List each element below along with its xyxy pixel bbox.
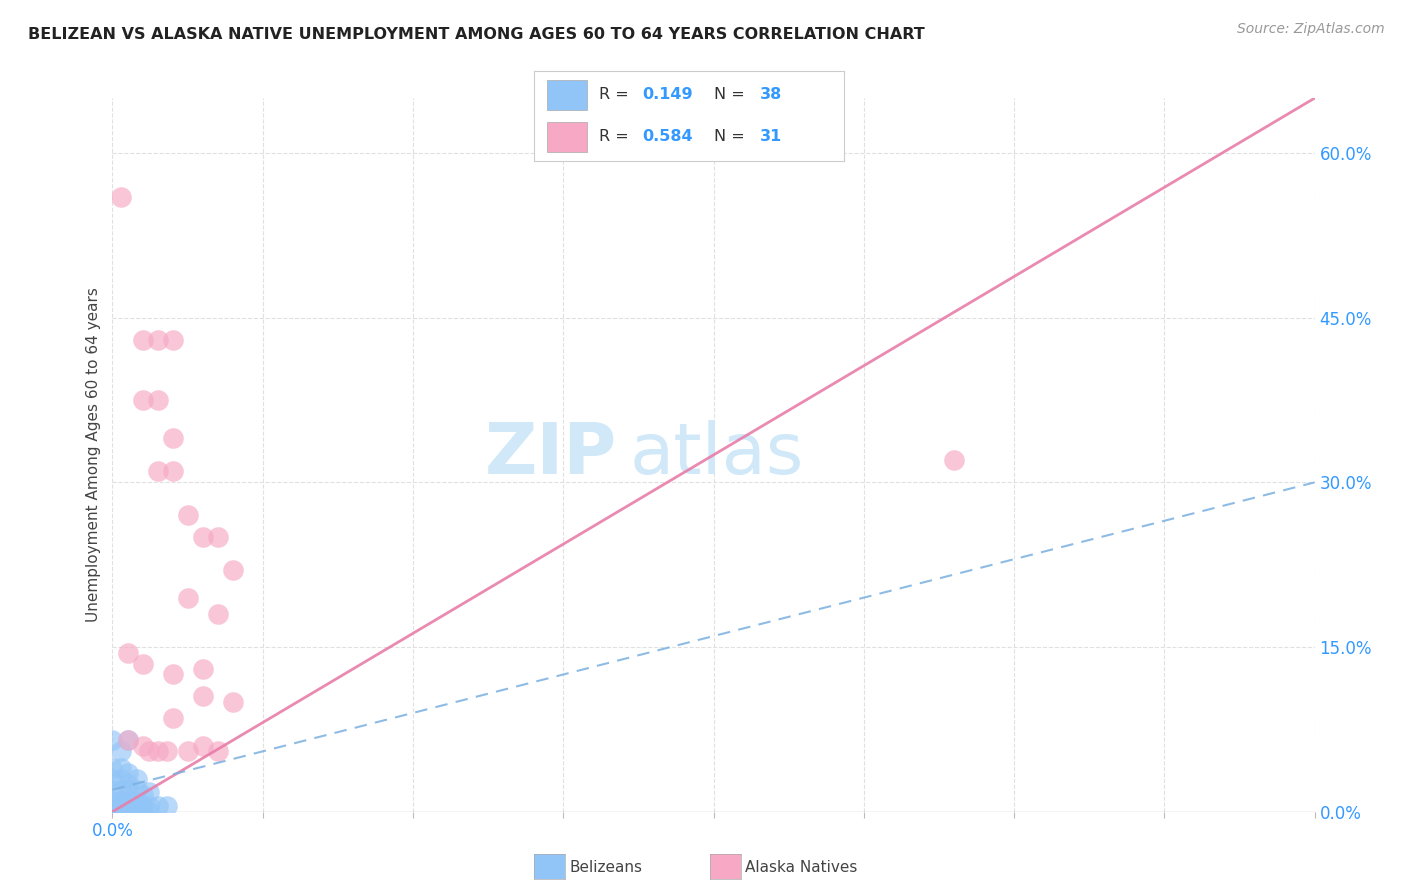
Point bbox=[207, 530, 229, 544]
Point bbox=[110, 772, 132, 786]
Point bbox=[191, 739, 214, 753]
Point bbox=[162, 667, 184, 681]
Text: N =: N = bbox=[714, 87, 749, 102]
Point bbox=[101, 805, 124, 819]
Point bbox=[131, 739, 153, 753]
Point bbox=[122, 799, 145, 814]
Point bbox=[117, 782, 139, 797]
Point bbox=[942, 453, 965, 467]
Point bbox=[117, 805, 139, 819]
Text: N =: N = bbox=[714, 129, 749, 144]
Text: 38: 38 bbox=[761, 87, 782, 102]
Point bbox=[176, 508, 198, 523]
Point bbox=[125, 805, 148, 819]
Text: R =: R = bbox=[599, 129, 634, 144]
Text: R =: R = bbox=[599, 87, 634, 102]
Point bbox=[122, 799, 145, 814]
Bar bbox=[547, 122, 586, 152]
Point bbox=[117, 777, 139, 791]
Point bbox=[146, 744, 169, 758]
Point bbox=[146, 464, 169, 478]
Point bbox=[117, 766, 139, 780]
Point bbox=[191, 662, 214, 676]
Point bbox=[191, 530, 214, 544]
Bar bbox=[547, 80, 586, 110]
Text: BELIZEAN VS ALASKA NATIVE UNEMPLOYMENT AMONG AGES 60 TO 64 YEARS CORRELATION CHA: BELIZEAN VS ALASKA NATIVE UNEMPLOYMENT A… bbox=[28, 27, 925, 42]
Point bbox=[110, 794, 132, 808]
Point bbox=[222, 563, 245, 577]
Point bbox=[110, 805, 132, 819]
Point bbox=[110, 782, 132, 797]
Point bbox=[131, 333, 153, 347]
Text: Belizeans: Belizeans bbox=[569, 860, 643, 874]
Point bbox=[138, 799, 160, 814]
Point bbox=[131, 789, 153, 803]
Point bbox=[101, 794, 124, 808]
Point bbox=[162, 333, 184, 347]
Text: atlas: atlas bbox=[630, 420, 804, 490]
Point bbox=[117, 805, 139, 819]
Point bbox=[101, 799, 124, 814]
Point bbox=[101, 761, 124, 775]
Point bbox=[138, 805, 160, 819]
Text: 0.584: 0.584 bbox=[643, 129, 693, 144]
Point bbox=[125, 794, 148, 808]
Point bbox=[122, 805, 145, 819]
Point bbox=[107, 799, 129, 814]
Point bbox=[117, 794, 139, 808]
Point bbox=[146, 799, 169, 814]
Point bbox=[155, 799, 177, 814]
Point bbox=[131, 392, 153, 407]
Point bbox=[138, 744, 160, 758]
Point bbox=[162, 432, 184, 446]
Point bbox=[131, 805, 153, 819]
Point bbox=[131, 657, 153, 671]
Text: ZIP: ZIP bbox=[485, 420, 617, 490]
Point bbox=[131, 799, 153, 814]
Point bbox=[146, 392, 169, 407]
Point bbox=[110, 761, 132, 775]
Point bbox=[162, 711, 184, 725]
Text: 0.149: 0.149 bbox=[643, 87, 693, 102]
Text: 31: 31 bbox=[761, 129, 782, 144]
Point bbox=[117, 733, 139, 747]
Point bbox=[110, 190, 132, 204]
Point bbox=[110, 744, 132, 758]
Point bbox=[207, 744, 229, 758]
Point bbox=[117, 733, 139, 747]
Point bbox=[176, 591, 198, 605]
Point bbox=[117, 646, 139, 660]
Point bbox=[146, 333, 169, 347]
Y-axis label: Unemployment Among Ages 60 to 64 years: Unemployment Among Ages 60 to 64 years bbox=[86, 287, 101, 623]
Text: Source: ZipAtlas.com: Source: ZipAtlas.com bbox=[1237, 22, 1385, 37]
Point bbox=[101, 782, 124, 797]
Text: Alaska Natives: Alaska Natives bbox=[745, 860, 858, 874]
Point bbox=[125, 782, 148, 797]
Point bbox=[176, 744, 198, 758]
Point bbox=[191, 690, 214, 704]
Point bbox=[101, 733, 124, 747]
Point bbox=[110, 799, 132, 814]
Point bbox=[138, 785, 160, 799]
Point bbox=[222, 695, 245, 709]
Point bbox=[207, 607, 229, 621]
Point bbox=[101, 772, 124, 786]
Point bbox=[125, 772, 148, 786]
Point bbox=[155, 744, 177, 758]
Point bbox=[162, 464, 184, 478]
Point bbox=[117, 799, 139, 814]
